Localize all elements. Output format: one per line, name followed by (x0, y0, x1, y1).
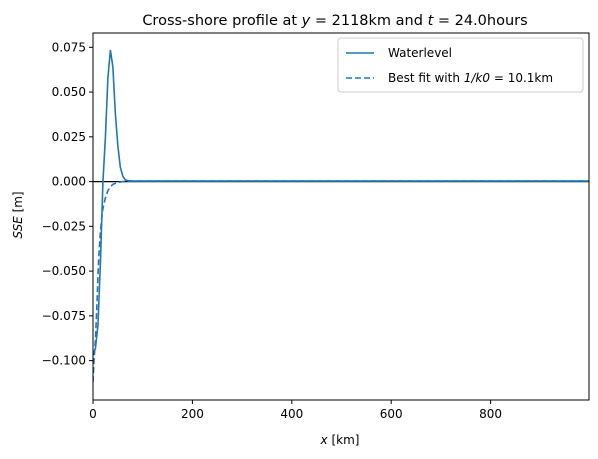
title-t-symbol: t (428, 13, 435, 29)
legend-bestfit-prefix: Best fit with (388, 71, 464, 85)
x-tick-label: 800 (479, 407, 502, 421)
x-tick-label: 200 (181, 407, 204, 421)
legend-waterlevel-text: Waterlevel (388, 46, 452, 60)
x-axis-label: x [km] (320, 433, 360, 447)
legend-bestfit-suffix: = 10.1km (490, 71, 553, 85)
chart-title: Cross-shore profile at y = 2118km and t … (142, 13, 527, 29)
legend-label-waterlevel: Waterlevel (388, 46, 452, 60)
legend: Waterlevel Best fit with 1/k0 = 10.1km (337, 37, 584, 93)
y-tick-label: −0.025 (42, 219, 86, 233)
series-line-best-fit (93, 180, 589, 383)
title-y-symbol: y (301, 13, 311, 29)
legend-box (337, 37, 584, 93)
legend-bestfit-math: 1/k0 (464, 71, 491, 85)
title-t-value: = 24.0hours (433, 13, 527, 29)
x-axis-unit: [km] (328, 433, 360, 447)
axes: 0 200 400 600 800 −0.100 −0.075 −0.050 −0.025 0.0… (42, 32, 590, 421)
plot-area (93, 49, 589, 383)
y-tick-label: 0.075 (52, 40, 86, 54)
y-axis-unit: [m] (11, 191, 25, 216)
y-tick-label: −0.050 (42, 264, 86, 278)
x-tick-label: 400 (280, 407, 303, 421)
axes-frame (92, 32, 590, 401)
x-tick-label: 0 (89, 407, 97, 421)
y-axis-label: SSE [m] (11, 191, 25, 238)
legend-label-best-fit: Best fit with 1/k0 = 10.1km (388, 71, 553, 85)
y-tick-label: −0.075 (42, 309, 86, 323)
title-prefix: Cross-shore profile at (142, 13, 301, 29)
y-tick-label: 0.050 (52, 85, 86, 99)
title-y-value: = 2118km and (310, 13, 427, 29)
y-axis-symbol: SSE (11, 216, 25, 239)
series-line-waterlevel (93, 49, 589, 356)
x-axis-symbol: x (320, 433, 329, 447)
y-tick-label: 0.025 (52, 130, 86, 144)
x-tick-label: 600 (380, 407, 403, 421)
y-tick-label: −0.100 (42, 354, 86, 368)
y-tick-label: 0.000 (52, 175, 86, 189)
